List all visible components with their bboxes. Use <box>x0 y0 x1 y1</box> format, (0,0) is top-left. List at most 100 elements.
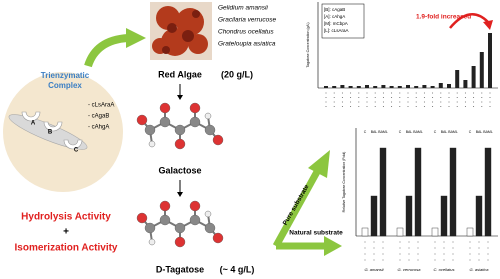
bar <box>389 86 394 88</box>
row-dot <box>407 101 409 103</box>
bar <box>348 86 353 88</box>
bar <box>463 80 468 88</box>
row-dot <box>440 92 442 94</box>
species: Gracilaria verrucose <box>218 17 277 24</box>
enzyme-name: - cLsAraA <box>88 103 114 109</box>
row-dot <box>415 101 417 103</box>
row-dot <box>366 97 368 98</box>
subunit-label: A <box>31 121 36 127</box>
bar <box>455 70 460 88</box>
row-dot <box>489 92 491 94</box>
annotation: 1.9-fold increased <box>416 14 471 21</box>
bar <box>406 85 410 88</box>
row-dot <box>469 253 471 255</box>
row-dot <box>408 247 410 249</box>
species-list: Gelidium amansii Gracilaria verrucose Ch… <box>218 5 277 48</box>
row-dot <box>358 106 360 107</box>
enzyme-a <box>21 111 41 122</box>
row-dot <box>382 92 384 94</box>
row-dot <box>366 92 368 94</box>
row-dot <box>415 92 417 94</box>
row-dot <box>473 101 475 103</box>
activity-2: Isomerization Activity <box>15 243 118 254</box>
row-dot <box>469 259 471 261</box>
bar <box>449 147 457 237</box>
atom <box>159 214 171 226</box>
row-dot <box>350 106 352 107</box>
row-dot <box>481 106 483 107</box>
bar <box>373 86 378 88</box>
atom <box>136 212 148 224</box>
bar <box>440 195 448 237</box>
row-dot <box>452 253 454 255</box>
legend-box <box>321 3 365 39</box>
row-dot <box>478 253 480 255</box>
bar <box>447 84 451 88</box>
arrow-head <box>126 28 146 48</box>
atom <box>159 116 171 128</box>
row-dot <box>481 97 483 98</box>
algae-label: Red Algae <box>158 69 202 79</box>
row-dot <box>443 253 445 255</box>
atom <box>204 112 212 120</box>
arrow-head <box>177 192 183 197</box>
sample-rows <box>325 92 491 107</box>
row-dot <box>456 92 458 94</box>
row-dot <box>325 106 327 107</box>
top-chart: Tagatose Concentration (g/L) [B]: cAgaB … <box>306 2 498 107</box>
bar <box>365 85 369 88</box>
bar <box>484 147 492 237</box>
row-dot <box>434 259 436 261</box>
row-dot <box>448 106 450 107</box>
row-dot <box>473 92 475 94</box>
legend-entry: [B]: cAgaB <box>324 7 345 12</box>
atom <box>189 214 201 226</box>
bar <box>397 86 402 88</box>
row-dot <box>469 247 471 249</box>
row-dot <box>391 92 393 94</box>
arrow-head <box>177 95 183 100</box>
subunit-label: B <box>48 130 53 136</box>
row-dot <box>407 97 409 98</box>
row-dot <box>399 101 401 103</box>
row-dot <box>374 106 376 107</box>
row-dot <box>358 97 360 98</box>
row-dot <box>366 106 368 107</box>
row-dot <box>432 106 434 107</box>
row-dot <box>325 97 327 98</box>
row-dot <box>333 97 335 98</box>
row-dot <box>469 241 471 243</box>
row-dot <box>325 101 327 103</box>
complex-title-1: Trienzymatic Complex <box>41 71 90 90</box>
row-dot <box>399 259 401 261</box>
row-dot <box>399 106 401 107</box>
row-dot <box>440 106 442 107</box>
group-legend: BAML <box>378 130 388 134</box>
row-dot <box>434 241 436 243</box>
enzyme-b <box>43 121 63 132</box>
row-dot <box>423 92 425 94</box>
species: Grateloupia asiatica <box>218 41 276 48</box>
row-dot <box>399 253 401 255</box>
row-dot <box>350 97 352 98</box>
legend-entry: [M]: mCbpA <box>324 21 348 26</box>
tagatose-label: D-Tagatose <box>156 264 204 274</box>
bar <box>488 33 492 88</box>
atom <box>174 222 186 234</box>
row-dot <box>358 101 360 103</box>
algae-concentration: (20 g/L) <box>221 69 253 79</box>
row-dot <box>408 253 410 255</box>
group-legend: C <box>364 130 367 134</box>
row-dot <box>382 253 384 255</box>
row-dot <box>364 247 366 249</box>
bar <box>361 227 369 237</box>
group-label: G. verrucosa <box>398 267 422 272</box>
row-dot <box>391 101 393 103</box>
row-dot <box>415 106 417 107</box>
row-dot <box>364 241 366 243</box>
row-dot <box>407 92 409 94</box>
arrow <box>272 168 322 248</box>
atom <box>136 114 148 126</box>
atom <box>204 222 216 234</box>
row-dot <box>440 101 442 103</box>
